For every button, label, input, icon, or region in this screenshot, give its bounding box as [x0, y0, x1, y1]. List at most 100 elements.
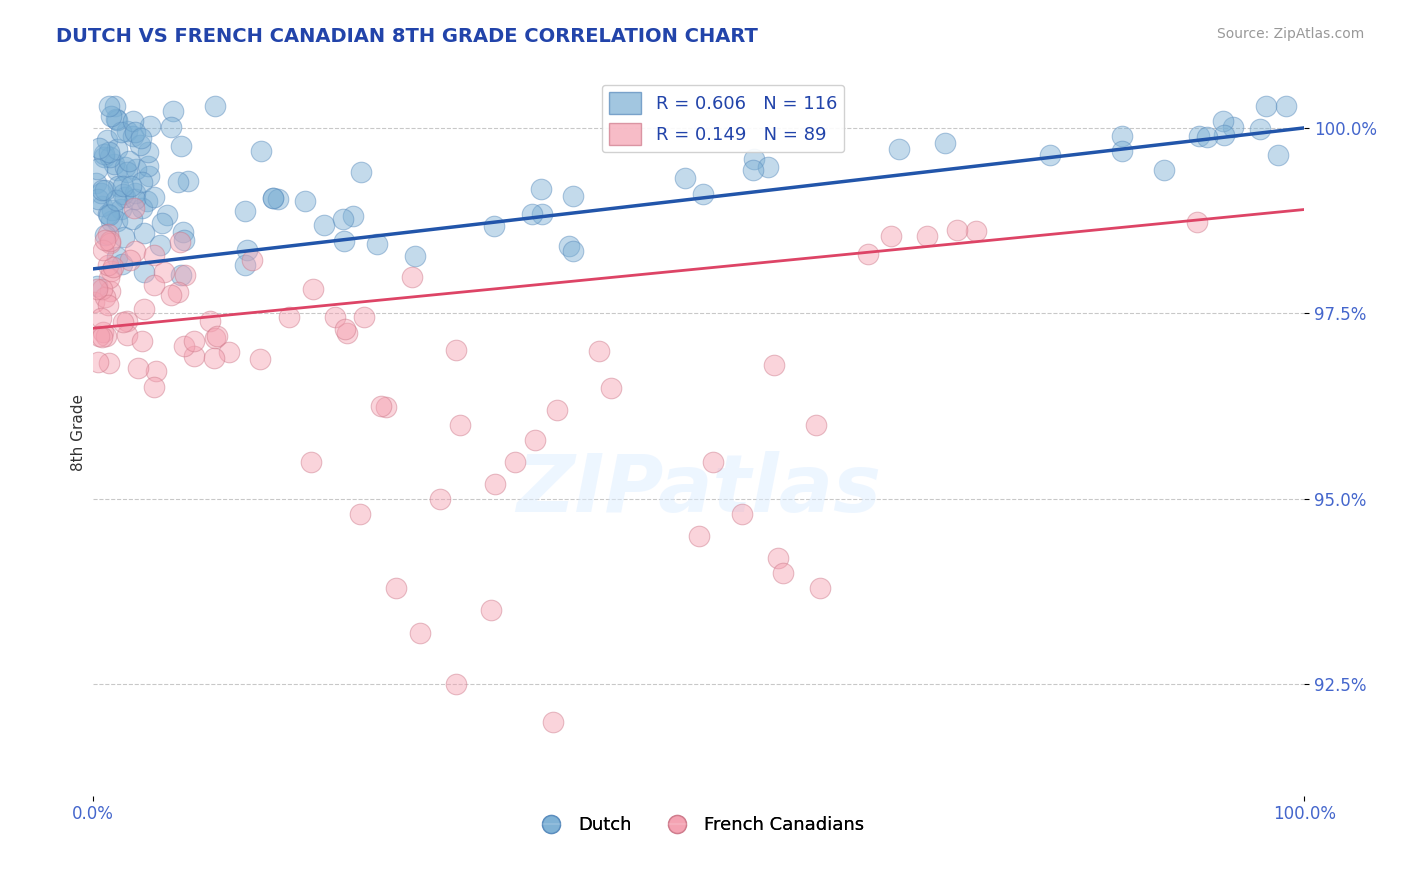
- Point: [115, 328, 138, 343]
- Point: [233, 203, 256, 218]
- Point: [763, 359, 786, 373]
- Point: [150, 216, 173, 230]
- Point: [249, 144, 271, 158]
- Point: [105, 163, 128, 178]
- Point: [98, 285, 121, 299]
- Point: [91, 325, 114, 339]
- Point: [524, 433, 547, 447]
- Point: [115, 314, 138, 328]
- Point: [87, 355, 110, 369]
- Point: [236, 244, 259, 258]
- Point: [169, 235, 191, 250]
- Point: [149, 238, 172, 252]
- Point: [105, 142, 128, 156]
- Point: [204, 98, 226, 112]
- Point: [688, 529, 710, 543]
- Point: [94, 290, 117, 304]
- Point: [84, 176, 107, 190]
- Point: [349, 164, 371, 178]
- Point: [374, 401, 396, 415]
- Point: [332, 211, 354, 226]
- Point: [505, 455, 527, 469]
- Point: [153, 265, 176, 279]
- Point: [112, 315, 135, 329]
- Point: [97, 258, 120, 272]
- Point: [93, 147, 115, 161]
- Point: [90, 283, 112, 297]
- Point: [804, 417, 827, 432]
- Point: [120, 179, 142, 194]
- Point: [202, 351, 225, 365]
- Point: [156, 208, 179, 222]
- Point: [122, 113, 145, 128]
- Point: [122, 201, 145, 215]
- Point: [94, 233, 117, 247]
- Point: [124, 125, 146, 139]
- Point: [125, 161, 148, 176]
- Point: [349, 507, 371, 521]
- Point: [111, 186, 134, 201]
- Point: [332, 234, 354, 248]
- Point: [744, 152, 766, 166]
- Point: [97, 356, 120, 370]
- Point: [90, 199, 112, 213]
- Text: DUTCH VS FRENCH CANADIAN 8TH GRADE CORRELATION CHART: DUTCH VS FRENCH CANADIAN 8TH GRADE CORRE…: [56, 27, 758, 45]
- Point: [1111, 128, 1133, 143]
- Point: [1275, 98, 1298, 112]
- Point: [385, 581, 408, 595]
- Point: [121, 211, 143, 226]
- Point: [262, 190, 284, 204]
- Point: [97, 227, 120, 241]
- Point: [1212, 114, 1234, 128]
- Point: [401, 269, 423, 284]
- Point: [118, 253, 141, 268]
- Point: [965, 224, 987, 238]
- Point: [520, 207, 543, 221]
- Point: [134, 301, 156, 316]
- Point: [129, 137, 152, 152]
- Point: [766, 551, 789, 566]
- Point: [741, 163, 763, 178]
- Point: [112, 230, 135, 244]
- Point: [105, 193, 128, 207]
- Point: [160, 120, 183, 135]
- Point: [277, 310, 299, 324]
- Point: [107, 179, 129, 194]
- Point: [86, 279, 108, 293]
- Point: [588, 343, 610, 358]
- Point: [543, 714, 565, 729]
- Point: [482, 219, 505, 234]
- Point: [856, 247, 879, 261]
- Point: [170, 139, 193, 153]
- Point: [105, 250, 128, 264]
- Point: [173, 233, 195, 247]
- Point: [600, 381, 623, 395]
- Point: [97, 207, 120, 221]
- Point: [124, 244, 146, 259]
- Point: [105, 214, 128, 228]
- Point: [294, 194, 316, 209]
- Point: [301, 282, 323, 296]
- Point: [429, 491, 451, 506]
- Point: [183, 334, 205, 349]
- Point: [531, 207, 554, 221]
- Point: [205, 328, 228, 343]
- Point: [880, 229, 903, 244]
- Point: [946, 223, 969, 237]
- Point: [1039, 148, 1062, 162]
- Point: [105, 113, 128, 128]
- Point: [173, 339, 195, 353]
- Legend: Dutch, French Canadians: Dutch, French Canadians: [526, 809, 872, 841]
- Point: [692, 186, 714, 201]
- Text: Source: ZipAtlas.com: Source: ZipAtlas.com: [1216, 27, 1364, 41]
- Point: [484, 477, 506, 491]
- Point: [342, 210, 364, 224]
- Point: [96, 133, 118, 147]
- Point: [104, 112, 127, 126]
- Point: [136, 145, 159, 159]
- Point: [160, 288, 183, 302]
- Point: [110, 125, 132, 139]
- Point: [174, 268, 197, 282]
- Point: [143, 190, 166, 204]
- Point: [249, 352, 271, 367]
